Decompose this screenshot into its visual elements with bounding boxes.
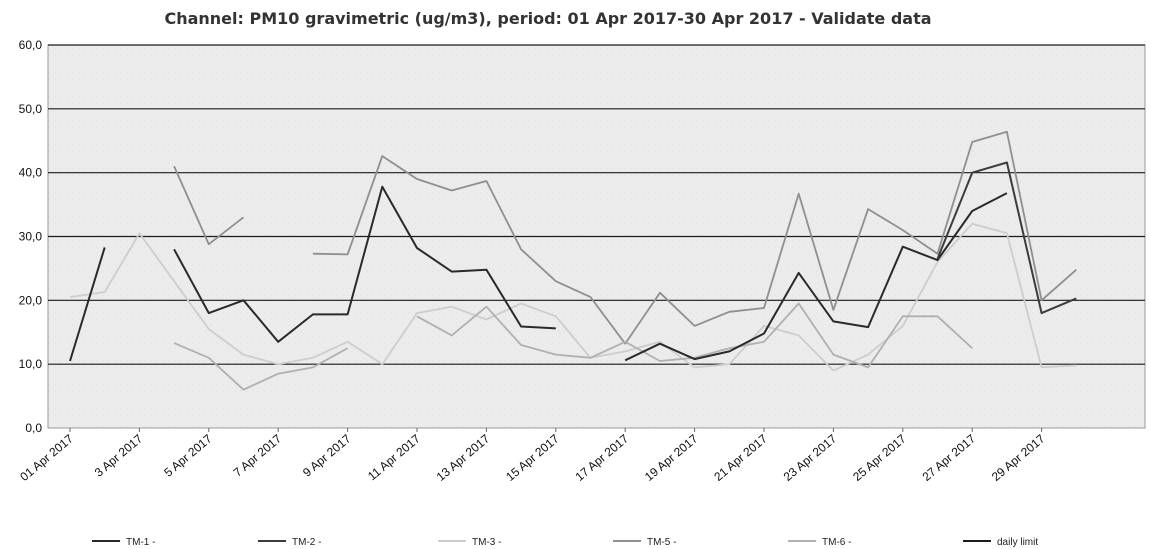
series-line-segment (624, 192, 1008, 362)
x-tick-label: 15 Apr 2017 (503, 431, 562, 484)
x-tick-label: 17 Apr 2017 (573, 431, 632, 484)
chart-title: Channel: PM10 gravimetric (ug/m3), perio… (164, 9, 931, 28)
y-tick-label: 60,0 (19, 38, 43, 52)
grid-lines (48, 44, 1145, 365)
x-tick-label: 27 Apr 2017 (920, 431, 979, 484)
series-line-segment (69, 222, 1077, 372)
x-tick-label: 5 Apr 2017 (161, 431, 215, 479)
x-tick-label: 21 Apr 2017 (711, 431, 770, 484)
legend-label: daily limit (997, 537, 1038, 548)
x-tick-label: 3 Apr 2017 (92, 431, 146, 479)
series-tm-5 (173, 130, 1077, 345)
y-tick-label: 50,0 (19, 102, 43, 116)
y-tick-label: 0,0 (25, 421, 42, 435)
x-tick-label: 23 Apr 2017 (781, 431, 840, 484)
series-line-segment (312, 130, 1077, 345)
legend-label: TM-2 - (292, 537, 321, 548)
x-tick-label: 13 Apr 2017 (434, 431, 493, 484)
y-tick-label: 30,0 (19, 230, 43, 244)
x-tick-label: 25 Apr 2017 (850, 431, 909, 484)
series-tm-6 (173, 302, 973, 391)
legend-label: TM-3 - (472, 537, 501, 548)
series-tm-1 (69, 185, 1008, 362)
series-line-segment (936, 161, 1077, 315)
series-line-segment (173, 185, 556, 343)
series-line-segment (173, 165, 245, 246)
series-lines (69, 130, 1077, 391)
x-tick-label: 7 Apr 2017 (231, 431, 285, 479)
legend: TM-1 - TM-2 - TM-3 - TM-5 - TM-6 - daily limi… (92, 537, 1038, 548)
y-tick-label: 20,0 (19, 293, 43, 307)
x-axis-ticks: 01 Apr 2017 3 Apr 2017 5 Apr 2017 7 Apr 201… (17, 428, 1048, 484)
legend-label: TM-6 - (822, 537, 851, 548)
x-tick-label: 11 Apr 2017 (365, 431, 423, 483)
x-tick-label: 19 Apr 2017 (642, 431, 701, 484)
y-tick-label: 10,0 (19, 357, 43, 371)
y-tick-label: 40,0 (19, 166, 43, 180)
legend-label: TM-5 - (647, 537, 676, 548)
y-axis-ticks: 0,0 10,0 20,0 30,0 40,0 50,0 60,0 (19, 38, 43, 435)
series-tm-2 (936, 161, 1077, 315)
x-tick-label: 29 Apr 2017 (989, 431, 1048, 484)
x-tick-label: 9 Apr 2017 (300, 431, 354, 479)
series-tm-3 (69, 222, 1077, 372)
series-line-segment (173, 342, 349, 391)
series-line-segment (416, 302, 973, 369)
x-tick-label: 01 Apr 2017 (17, 431, 76, 484)
legend-label: TM-1 - (126, 537, 155, 548)
series-line-segment (69, 247, 106, 362)
